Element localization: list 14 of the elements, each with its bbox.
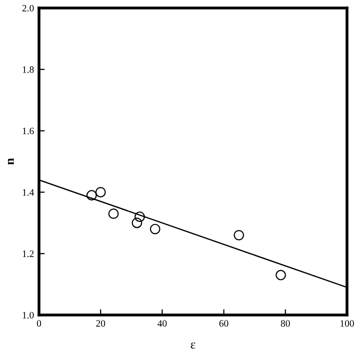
y-tick-label: 1.8	[22, 66, 34, 73]
y-axis-title: n	[8, 158, 14, 165]
x-tick-label: 100	[340, 320, 354, 327]
y-tick-label: 1.0	[22, 312, 34, 319]
x-tick-label: 60	[219, 320, 228, 327]
y-tick-label: 2.0	[22, 4, 34, 12]
y-tick-label: 1.6	[22, 128, 34, 134]
y-tick-label: 1.2	[22, 250, 34, 258]
x-tick-label: 80	[280, 320, 290, 327]
y-tick-label: 1.4	[22, 189, 34, 196]
x-tick-label: 0	[36, 320, 42, 327]
x-axis-title: ε	[190, 342, 196, 349]
x-tick-label: 20	[96, 320, 106, 327]
x-tick-label: 40	[158, 320, 167, 327]
